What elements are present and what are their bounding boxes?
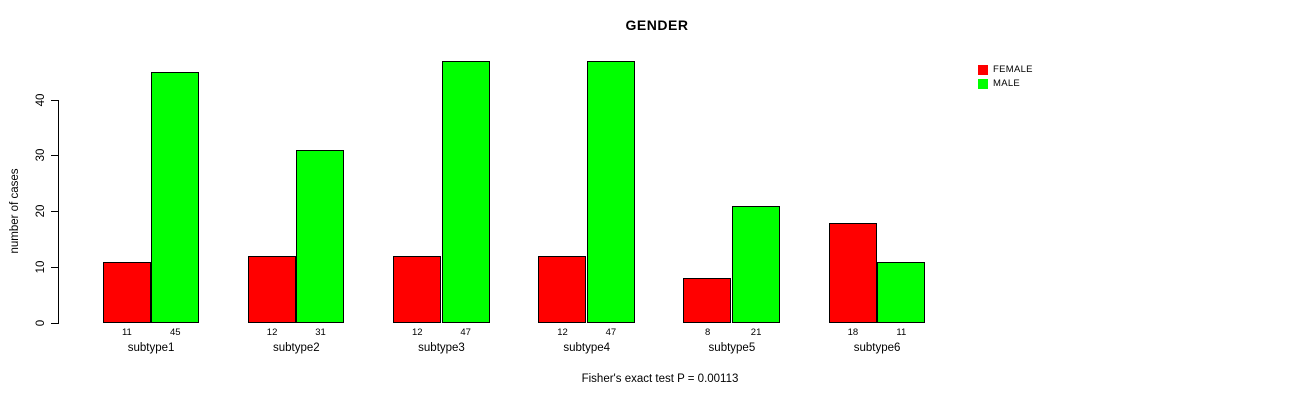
bar-male-subtype6 — [877, 262, 925, 323]
male-legend-label: MALE — [993, 78, 1021, 89]
bar-value-label: 31 — [315, 327, 326, 338]
bar-male-subtype2 — [296, 150, 344, 323]
y-axis-tick — [51, 155, 58, 157]
category-label-subtype3: subtype3 — [418, 342, 465, 354]
y-axis-tick-label: 0 — [35, 319, 47, 326]
bar-value-label: 11 — [896, 327, 907, 338]
bar-value-label: 47 — [605, 327, 617, 338]
bar-value-label: 8 — [705, 327, 711, 338]
bar-female-subtype5 — [683, 278, 731, 323]
female-legend-label: FEMALE — [993, 64, 1033, 75]
legend-item-female: FEMALE — [978, 63, 1033, 76]
y-axis-line — [58, 100, 59, 324]
y-axis-tick — [51, 322, 58, 324]
bar-female-subtype3 — [393, 256, 441, 323]
legend: FEMALE MALE — [978, 63, 1033, 91]
bar-value-label: 12 — [412, 327, 423, 338]
bar-value-label: 12 — [266, 327, 278, 338]
bar-male-subtype3 — [442, 61, 490, 323]
y-axis-tick-label: 40 — [35, 93, 47, 106]
bar-female-subtype1 — [103, 262, 151, 323]
y-axis-tick — [51, 99, 58, 101]
bar-value-label: 12 — [557, 327, 568, 338]
bar-male-subtype4 — [587, 61, 635, 323]
y-axis-label: number of cases — [9, 168, 21, 254]
y-axis-tick — [51, 266, 58, 268]
y-axis-tick — [51, 211, 58, 212]
chart-title: GENDER — [625, 17, 689, 33]
y-axis-tick-label: 10 — [35, 260, 47, 274]
category-label-subtype4: subtype4 — [563, 342, 611, 354]
bar-female-subtype4 — [538, 256, 586, 323]
y-axis-tick-label: 30 — [35, 148, 47, 162]
bar-male-subtype1 — [151, 72, 199, 323]
bar-female-subtype2 — [248, 256, 296, 323]
legend-item-male: MALE — [978, 77, 1033, 90]
bar-value-label: 47 — [460, 327, 471, 338]
bar-value-label: 11 — [121, 327, 132, 338]
category-label-subtype1: subtype1 — [127, 342, 175, 354]
bar-value-label: 21 — [750, 327, 762, 338]
bar-male-subtype5 — [732, 206, 780, 323]
category-label-subtype2: subtype2 — [272, 342, 320, 354]
y-axis-tick-label: 20 — [35, 204, 47, 218]
bar-female-subtype6 — [829, 223, 877, 323]
bar-value-label: 45 — [170, 327, 181, 338]
female-swatch-icon — [978, 64, 988, 75]
bar-value-label: 18 — [847, 327, 859, 338]
annotation-text: Fisher's exact test P = 0.00113 — [581, 373, 739, 385]
category-label-subtype6: subtype6 — [853, 342, 901, 354]
category-label-subtype5: subtype5 — [708, 342, 756, 354]
male-swatch-icon — [978, 78, 988, 89]
